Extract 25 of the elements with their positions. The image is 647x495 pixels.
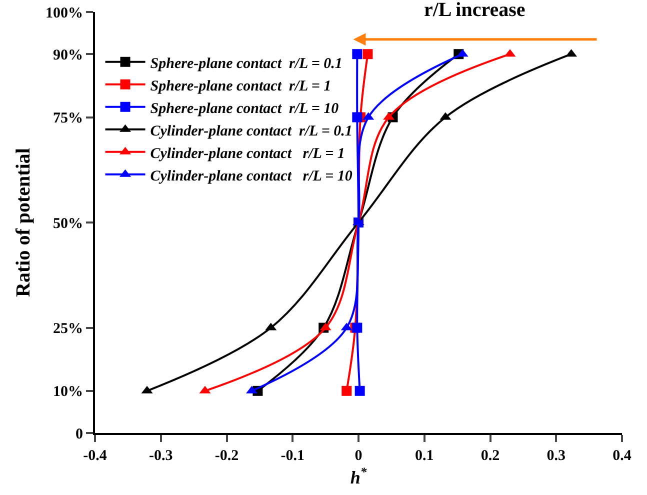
y-tick-label: 10%: [53, 384, 83, 400]
legend-label: Cylinder-plane contact r/L = 1: [150, 146, 345, 162]
x-axis-title: h$^{*}$: [350, 465, 368, 488]
annotation: r/L increase: [424, 0, 526, 21]
x-tick-label: -0.2: [214, 448, 239, 464]
y-tick-label: 75%: [53, 110, 83, 126]
x-tick-label: 0.3: [546, 448, 566, 464]
y-tick-label: 50%: [53, 216, 83, 232]
y-axis-title: Ratio of potential: [12, 148, 34, 297]
x-tick-label: 0.4: [612, 448, 632, 464]
x-tick-label: -0.1: [280, 448, 305, 464]
y-tick-label: 0: [76, 426, 83, 442]
x-tick-label: -0.4: [83, 448, 108, 464]
legend-label: Sphere-plane contact r/L = 1: [150, 78, 332, 94]
y-tick-label: 90%: [53, 47, 83, 64]
x-tick-label: 0.1: [415, 448, 434, 464]
legend-label: Cylinder-plane contact r/L = 10: [150, 168, 353, 184]
y-tick-label: 100%: [46, 5, 83, 22]
legend-label: Cylinder-plane contact r/L = 0.1: [150, 123, 352, 140]
x-tick-label: 0.2: [480, 448, 500, 464]
x-tick-label: 0: [354, 448, 362, 464]
y-tick-label: 25%: [53, 321, 83, 337]
legend-label: Sphere-plane contact r/L = 10: [150, 100, 340, 117]
legend-label: Sphere-plane contact r/L = 0.1: [150, 56, 342, 72]
x-tick-label: -0.3: [149, 448, 173, 464]
